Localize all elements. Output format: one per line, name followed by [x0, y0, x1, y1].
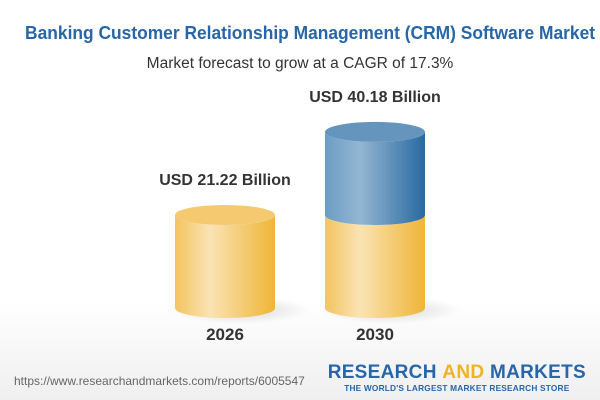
- source-url: https://www.researchandmarkets.com/repor…: [14, 374, 305, 388]
- category-label: 2030: [356, 325, 394, 344]
- bar-2026: [175, 215, 275, 318]
- data-label: USD 40.18 Billion: [309, 89, 441, 106]
- bar-top: [325, 121, 425, 142]
- category-label: 2026: [206, 325, 244, 344]
- data-label: USD 21.22 Billion: [159, 172, 291, 189]
- bar-2030-base: [325, 215, 425, 318]
- bar-top: [175, 205, 275, 225]
- research-and-markets-logo: RESEARCH AND MARKETS THE WORLD'S LARGEST…: [327, 362, 586, 393]
- chart-subtitle: Market forecast to grow at a CAGR of 17.…: [146, 55, 454, 72]
- chart-title: Banking Customer Relationship Management…: [25, 23, 596, 43]
- chart-title-wrapper: Banking Customer Relationship Management…: [15, 22, 595, 44]
- bar-2030-growth: [325, 131, 425, 225]
